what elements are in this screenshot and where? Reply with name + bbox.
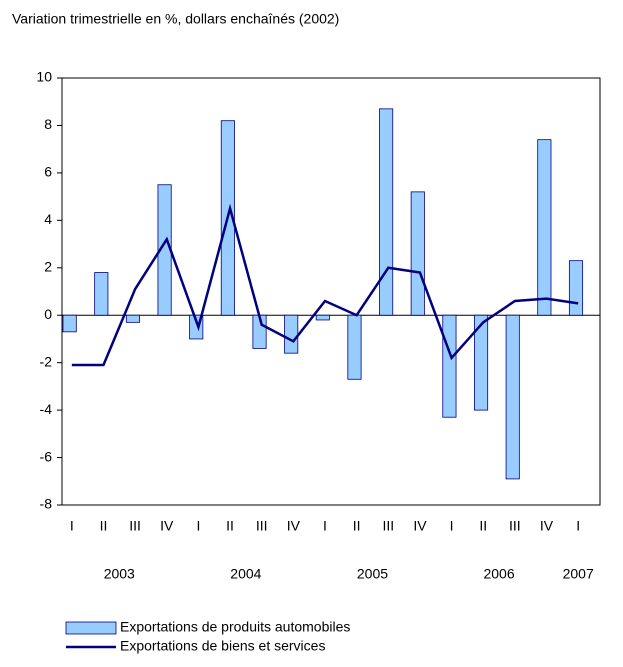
- x-tick-label: II: [353, 518, 361, 534]
- y-tick-label: 8: [44, 116, 52, 132]
- x-tick-label: IV: [413, 518, 427, 534]
- x-tick-label: III: [509, 518, 521, 534]
- y-tick-label: -6: [40, 448, 53, 464]
- y-tick-label: 10: [36, 69, 52, 85]
- x-tick-label: I: [323, 518, 327, 534]
- bar: [410, 191, 425, 316]
- y-tick-label: 4: [44, 211, 52, 227]
- bar: [505, 314, 520, 480]
- x-tick-label: III: [382, 518, 394, 534]
- bar: [379, 108, 394, 316]
- x-tick-label: IV: [160, 518, 174, 534]
- line: [71, 203, 579, 367]
- y-tick-label: -4: [40, 401, 53, 417]
- x-tick-label: I: [196, 518, 200, 534]
- year-label: 2006: [483, 566, 514, 582]
- x-tick-label: IV: [287, 518, 301, 534]
- bar: [94, 272, 109, 316]
- x-tick-label: I: [450, 518, 454, 534]
- year-label: 2005: [357, 566, 388, 582]
- legend-swatch: [65, 621, 117, 635]
- bar: [537, 139, 552, 316]
- x-tick-label: II: [100, 518, 108, 534]
- x-tick-label: III: [256, 518, 268, 534]
- year-label: 2004: [230, 566, 261, 582]
- x-tick-label: II: [226, 518, 234, 534]
- bar: [474, 314, 489, 411]
- bar: [315, 314, 330, 321]
- bar: [125, 314, 140, 323]
- bar: [442, 314, 457, 418]
- x-tick-label: I: [576, 518, 580, 534]
- x-tick-label: I: [70, 518, 74, 534]
- y-tick-label: -8: [40, 496, 53, 512]
- y-tick-label: 6: [44, 164, 52, 180]
- bar: [284, 314, 299, 354]
- y-tick-label: 0: [44, 306, 52, 322]
- y-tick-label: -2: [40, 353, 53, 369]
- x-tick-label: III: [129, 518, 141, 534]
- legend-label: Exportations de biens et services: [120, 638, 325, 654]
- plot-area: [61, 77, 601, 506]
- y-tick-label: 2: [44, 258, 52, 274]
- x-tick-label: II: [479, 518, 487, 534]
- year-label: 2003: [104, 566, 135, 582]
- year-label: 2007: [563, 566, 594, 582]
- legend-label: Exportations de produits automobiles: [120, 619, 350, 635]
- bar: [568, 260, 584, 316]
- x-tick-label: IV: [540, 518, 554, 534]
- chart-title: Variation trimestrielle en %, dollars en…: [12, 11, 339, 27]
- bar: [62, 314, 77, 333]
- bar: [347, 314, 362, 380]
